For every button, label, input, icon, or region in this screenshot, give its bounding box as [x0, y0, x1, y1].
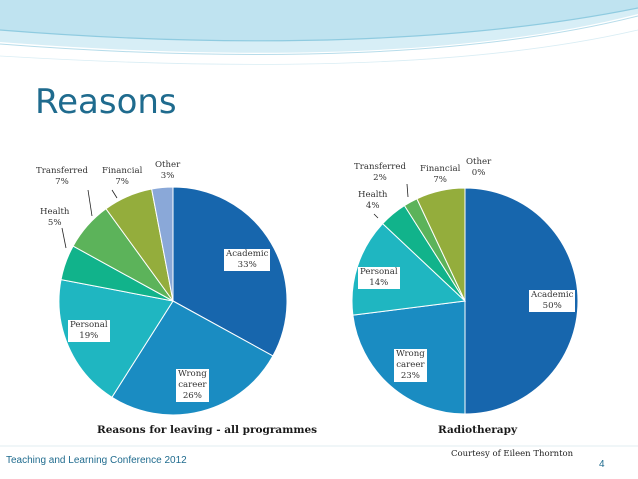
- page-number: 4: [599, 459, 605, 470]
- header-swoosh: [0, 0, 638, 65]
- right-label-health: Health 4%: [358, 190, 388, 211]
- left-slice-other: [151, 186, 174, 302]
- slide-title: Reasons: [35, 82, 177, 122]
- left-label-wrong-career: Wrong career 26%: [176, 369, 209, 402]
- left-slice-academic: [172, 186, 288, 357]
- left-slice-wrong-career: [111, 300, 274, 416]
- credit-text: Courtesy of Eileen Thornton: [451, 449, 574, 459]
- right-chart-title: Radiotherapy: [438, 424, 518, 436]
- right-label-academic: Academic 50%: [529, 290, 576, 312]
- left-label-financial: Financial 7%: [102, 166, 143, 187]
- right-leader-transferred: [406, 183, 409, 198]
- right-label-financial: Financial 7%: [420, 164, 461, 185]
- pie-radiotherapy: [351, 187, 579, 415]
- left-label-academic: Academic 33%: [224, 249, 271, 271]
- left-label-health: Health 5%: [40, 207, 70, 228]
- right-label-wrong-career: Wrong career 23%: [394, 349, 427, 382]
- pie-all-programmes: [58, 186, 288, 416]
- left-leader-health: [61, 227, 67, 249]
- right-leader-health: [373, 213, 379, 219]
- right-slice-personal: [351, 222, 467, 316]
- left-label-other: Other 3%: [155, 160, 181, 181]
- left-leader-financial: [111, 189, 118, 199]
- right-label-personal: Personal 14%: [358, 267, 400, 289]
- right-label-transferred: Transferred 2%: [354, 162, 406, 183]
- right-label-other: Other 0%: [466, 157, 492, 178]
- leader-lines: [61, 183, 409, 249]
- footer-text: Teaching and Learning Conference 2012: [6, 455, 187, 466]
- left-leader-transferred: [87, 189, 93, 217]
- left-chart-title: Reasons for leaving - all programmes: [97, 424, 318, 436]
- left-label-transferred: Transferred 7%: [36, 166, 88, 187]
- left-label-personal: Personal 19%: [68, 320, 110, 342]
- left-slice-personal: [58, 279, 174, 398]
- right-slice-academic: [464, 187, 579, 415]
